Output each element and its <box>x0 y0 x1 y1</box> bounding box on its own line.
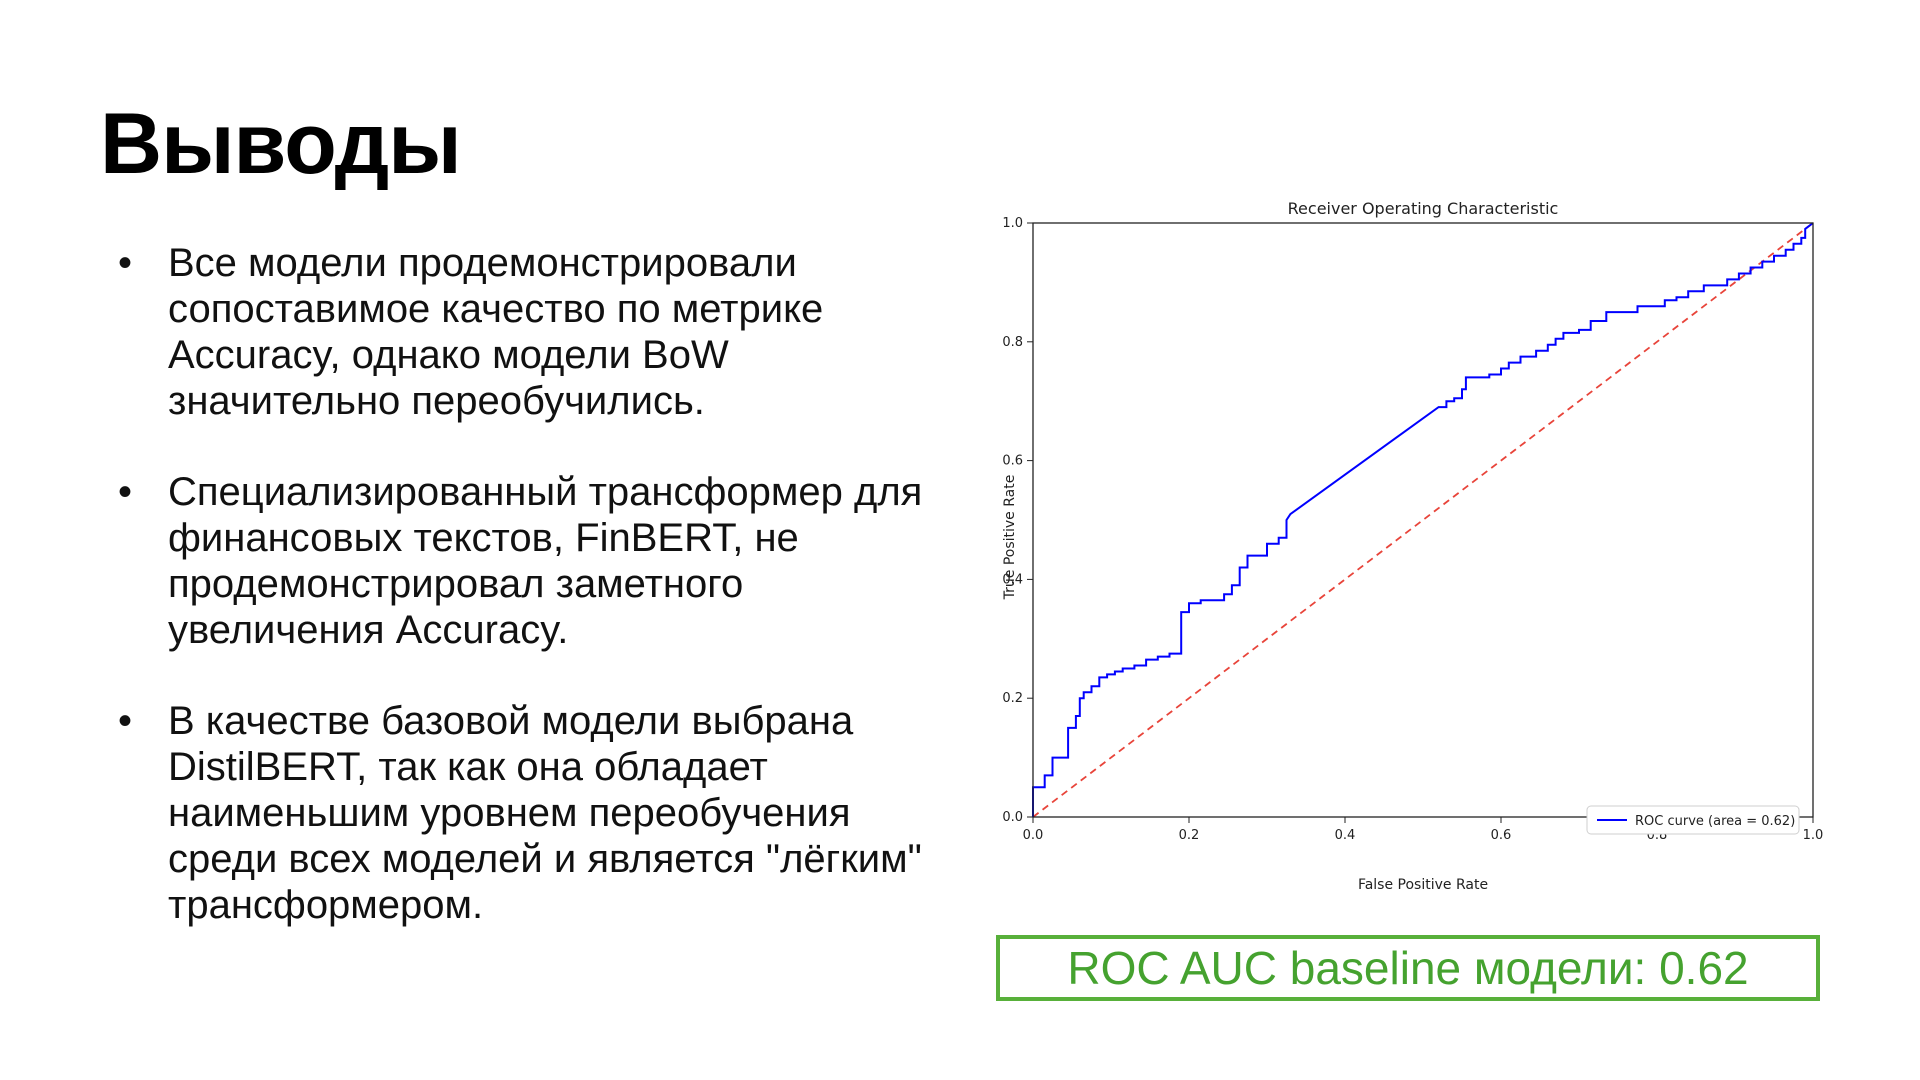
auc-summary-text: ROC AUC baseline модели: 0.62 <box>1067 942 1749 994</box>
bullet-text: В качестве базовой модели выбрана Distil… <box>168 699 922 927</box>
bullet-item: • В качестве базовой модели выбрана Dist… <box>118 698 958 928</box>
bullet-item: • Специализированный трансформер для фин… <box>118 469 958 653</box>
x-tick-label: 0.2 <box>1179 828 1200 843</box>
roc-chart-svg: Receiver Operating Characteristic False … <box>1002 199 1823 890</box>
chance-diagonal-line <box>1032 222 1814 818</box>
x-tick-label: 0.6 <box>1491 828 1512 843</box>
x-tick-label: 0.4 <box>1335 828 1356 843</box>
x-tick-label: 1.0 <box>1803 828 1824 843</box>
legend-box <box>1586 805 1800 835</box>
plot-series <box>1032 222 1814 818</box>
bullet-marker: • <box>118 699 133 743</box>
x-axis-label: False Positive Rate <box>1358 877 1488 890</box>
auc-summary-box: ROC AUC baseline модели: 0.62 <box>996 935 1820 1001</box>
chart-title: Receiver Operating Characteristic <box>1288 199 1559 218</box>
roc-chart: Receiver Operating Characteristic False … <box>970 190 1850 890</box>
bullet-marker: • <box>118 470 133 514</box>
roc-curve-line <box>1032 222 1814 817</box>
plot-frame <box>1032 222 1814 818</box>
y-tick-label: 1.0 <box>1002 216 1023 231</box>
slide-title: Выводы <box>100 96 462 192</box>
legend-label: ROC curve (area = 0.62) <box>1635 814 1795 829</box>
y-tick-label: 0.8 <box>1002 335 1023 350</box>
y-tick-label: 0.2 <box>1002 691 1023 706</box>
y-tick-label: 0.4 <box>1002 572 1023 587</box>
x-tick-label: 0.0 <box>1023 828 1044 843</box>
bullet-marker: • <box>118 241 133 285</box>
bullet-item: • Все модели продемонстрировали сопостав… <box>118 240 958 424</box>
axis-ticks: 0.0 0.2 0.4 0.6 0.8 1.00.00.20.40.60.81.0 <box>1002 216 1823 843</box>
y-tick-label: 0.6 <box>1002 454 1023 469</box>
y-tick-label: 0.0 <box>1002 810 1023 825</box>
chart-legend: ROC curve (area = 0.62) <box>1586 805 1800 835</box>
bullet-text: Специализированный трансформер для финан… <box>168 470 923 652</box>
y-axis-label: True Positive Rate <box>1002 475 1018 601</box>
bullet-text: Все модели продемонстрировали сопоставим… <box>168 241 824 423</box>
conclusions-list: • Все модели продемонстрировали сопостав… <box>118 240 958 973</box>
